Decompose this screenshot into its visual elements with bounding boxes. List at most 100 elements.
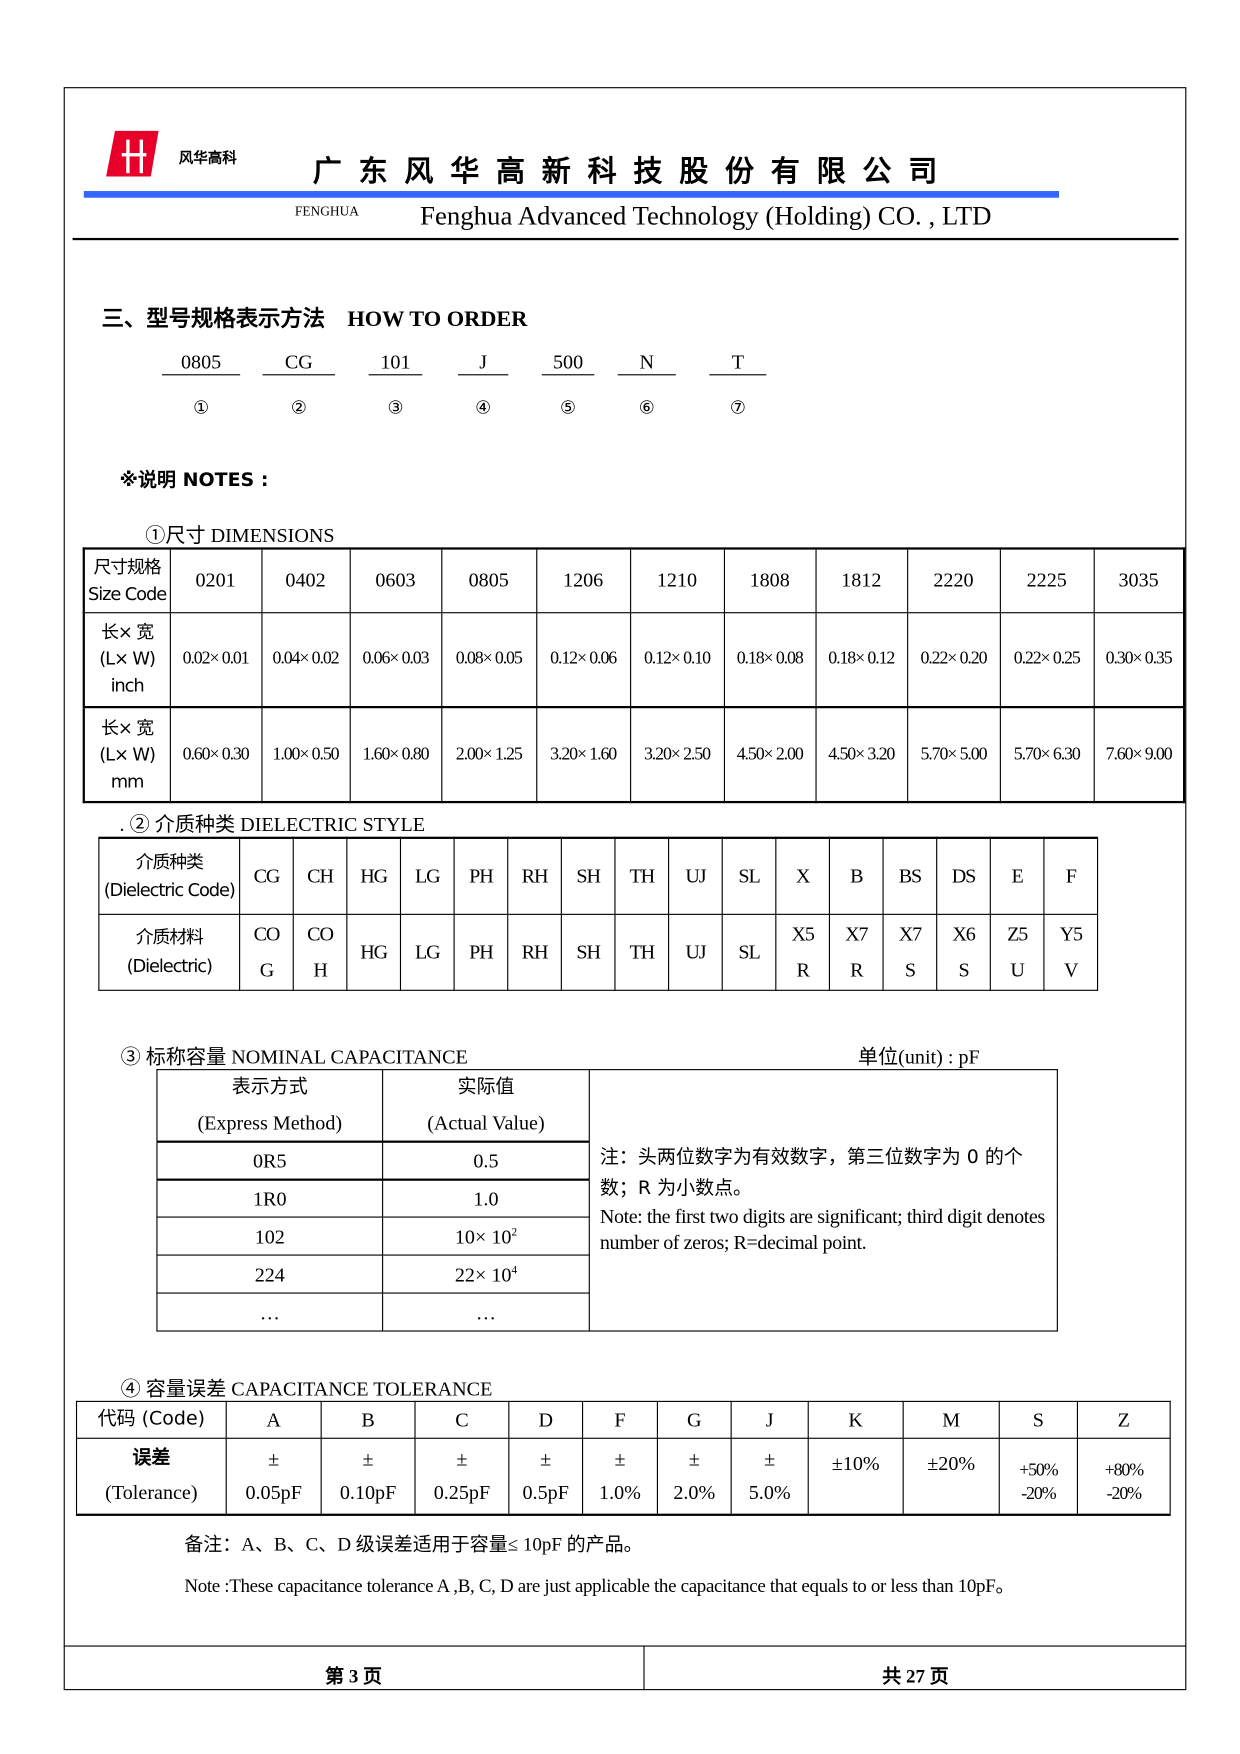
row-header-line: inch (110, 675, 145, 697)
order-code-segment: CG (262, 351, 336, 376)
order-code-index: ⑥ (638, 396, 655, 418)
actual-value: 0.5 (382, 1141, 590, 1181)
value-exponent: 2 (511, 1226, 518, 1239)
tolerance-value-line: ± (456, 1447, 468, 1470)
dimensions-cell: 1.00× 0.50 (260, 706, 351, 803)
fenghua-logo (106, 130, 159, 177)
dielectric-code: CH (292, 837, 348, 915)
row-header: 长× 宽 (L× W) inch (83, 611, 171, 708)
order-code-index: ④ (475, 396, 492, 418)
express-code: 1R0 (156, 1179, 384, 1219)
column-header: 表示方式 (Express Method) (156, 1069, 384, 1143)
material-line: Z5 (1007, 922, 1028, 945)
capacitance-heading: ③ 标称容量 NOMINAL CAPACITANCE (120, 1045, 468, 1068)
tolerance-value: ±0.25pF (414, 1437, 510, 1515)
order-code-segment: N (617, 351, 676, 376)
dimensions-cell: 1.60× 0.80 (349, 706, 442, 803)
section-title-en: HOW TO ORDER (347, 307, 528, 332)
tolerance-value: ±0.5pF (508, 1437, 584, 1515)
dimensions-cell: 0.18× 0.08 (723, 611, 817, 708)
tolerance-value-line: +50% (1019, 1461, 1058, 1481)
dimensions-cell: 0.02× 0.01 (169, 611, 262, 708)
dielectric-code: LG (399, 837, 455, 915)
material-line: S (904, 958, 916, 981)
express-code: 224 (156, 1255, 384, 1295)
row-header: 长× 宽 (L× W) mm (83, 706, 171, 803)
value-base: 1.0 (473, 1187, 499, 1210)
order-code-index: ⑦ (729, 396, 746, 418)
tolerance-value-line: ± (764, 1447, 776, 1470)
dielectric-material: X7 R (828, 913, 884, 991)
dielectric-material: Z5 U (989, 913, 1045, 991)
order-code-index: ① (193, 396, 210, 418)
dielectric-code: TH (614, 837, 670, 915)
row-header-line: Size Code (88, 582, 167, 605)
tolerance-code: M (902, 1400, 1000, 1439)
dimensions-cell: 5.70× 5.00 (906, 706, 1001, 803)
dielectric-material: UJ (668, 913, 723, 991)
tolerance-value: ±1.0% (582, 1437, 658, 1515)
dimensions-cell: 0.22× 0.25 (999, 611, 1095, 708)
tolerance-code-row: 代码 (Code) A B C D F G J K M S Z (75, 1400, 1171, 1439)
row-header: 尺寸规格 Size Code (83, 547, 171, 613)
dielectric-code: E (989, 837, 1045, 915)
material-line: UJ (685, 940, 706, 963)
row-header-line: 误差 (132, 1446, 171, 1469)
material-line: R (796, 958, 809, 981)
material-line: Y5 (1059, 922, 1083, 945)
row-header-line: 介质种类 (135, 850, 204, 873)
dimensions-cell: 3.20× 1.60 (535, 706, 631, 803)
company-name-cn: 广东风华高新科技股份有限公司 (312, 155, 955, 189)
express-code: … (156, 1293, 384, 1333)
material-line: HG (360, 940, 388, 963)
tolerance-code: A (225, 1400, 322, 1439)
note-cn: 注：头两位数字为有效数字，第三位数字为 0 的个数；R 为小数点。 (599, 1146, 1023, 1200)
order-code-segment: 101 (368, 351, 423, 376)
dimensions-cell: 2220 (906, 547, 1001, 613)
dielectric-code: X (775, 837, 831, 915)
value-base: … (475, 1300, 496, 1324)
page-number: 第 3 页 (325, 1665, 383, 1687)
tolerance-code: F (582, 1400, 658, 1439)
dimensions-cell: 3.20× 2.50 (629, 706, 725, 803)
dielectric-material: TH (614, 913, 670, 991)
row-header-line: (Tolerance) (105, 1481, 198, 1505)
material-line: CO (253, 922, 281, 945)
company-name-en: Fenghua Advanced Technology (Holding) CO… (420, 202, 992, 232)
dielectric-material-row: 介质材料 (Dielectric) CO G CO H HG LG PH RH SH TH UJ SL X5… (98, 913, 1099, 991)
dimensions-cell: 0.04× 0.02 (260, 611, 351, 708)
dielectric-material: LG (399, 913, 455, 991)
header-divider (72, 237, 1179, 241)
order-code-segment: 0805 (161, 351, 241, 376)
row-header-line: (Dielectric Code) (103, 879, 236, 901)
material-line: R (850, 958, 863, 981)
dimensions-cell: 0805 (440, 547, 537, 613)
tolerance-value: ±0.05pF (225, 1437, 322, 1515)
column-header-cn: 表示方式 (231, 1075, 308, 1099)
material-line: LG (415, 940, 441, 963)
dielectric-material: SL (721, 913, 777, 991)
dimensions-cell: 0.12× 0.06 (535, 611, 631, 708)
dielectric-material: SH (560, 913, 616, 991)
row-header-line: 介质材料 (135, 926, 204, 948)
dimensions-cell: 1210 (629, 547, 725, 613)
tolerance-value-line: 0.5pF (522, 1481, 569, 1504)
dimensions-cell: 0.06× 0.03 (349, 611, 442, 708)
tolerance-code: C (414, 1400, 510, 1439)
tolerance-value: +50% -20% (998, 1437, 1079, 1515)
tolerance-value-line: 5.0% (748, 1481, 791, 1504)
tolerance-value-line: -20% (1106, 1484, 1142, 1504)
tolerance-note-cn: 备注：A、B、C、D 级误差适用于容量≤ 10pF 的产品。 (184, 1533, 643, 1556)
tolerance-code: D (508, 1400, 584, 1439)
dimensions-cell: 0.60× 0.30 (169, 706, 262, 803)
order-code-segment: 500 (541, 351, 595, 376)
material-line: X5 (791, 922, 814, 945)
dielectric-material: HG (346, 913, 402, 991)
dielectric-code: UJ (668, 837, 723, 915)
dimensions-row: 长× 宽 (L× W) inch 0.02× 0.01 0.04× 0.02 0.06× … (83, 611, 1185, 708)
dimensions-cell: 1812 (814, 547, 908, 613)
tolerance-value-line: -20% (1021, 1484, 1056, 1504)
dielectric-code: SL (721, 837, 777, 915)
tolerance-code: B (320, 1400, 416, 1439)
note-en: Note: the first two digits are significa… (599, 1205, 1045, 1253)
